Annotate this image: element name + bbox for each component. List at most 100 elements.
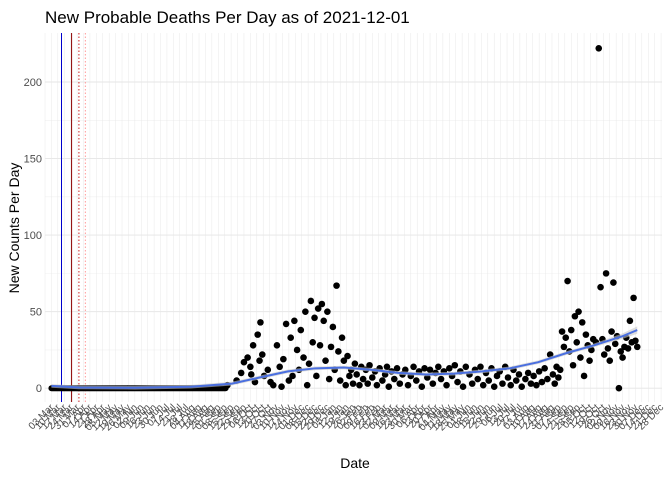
data-point [383,363,391,371]
data-point [393,365,401,372]
data-point [342,381,350,389]
data-point [385,383,393,390]
data-point [515,371,523,378]
data-point [314,305,322,312]
data-point [575,308,582,315]
data-point [633,343,641,351]
data-point [338,334,346,341]
data-point [446,365,453,372]
y-tick-label: 150 [24,154,42,166]
data-point [247,371,255,378]
data-point [499,380,506,387]
data-point [293,346,301,354]
data-point [443,381,450,389]
data-point [544,375,551,383]
data-point [311,314,318,322]
data-point [285,377,293,384]
data-point [454,378,461,386]
plot-grid [44,33,662,402]
data-point [541,365,548,372]
data-point [608,328,615,335]
data-point [418,383,426,390]
data-point [615,384,623,392]
data-point [305,360,313,368]
data-point [535,368,543,375]
data-point [257,319,264,326]
data-point [551,380,559,387]
data-point [577,354,584,361]
data-point [567,326,575,334]
data-point [632,337,639,345]
data-point [477,363,484,371]
data-point [324,308,331,315]
data-point [507,381,515,389]
data-point [451,361,459,369]
data-point [278,383,285,390]
data-point [617,348,625,355]
data-point [289,372,296,380]
data-point [555,374,562,381]
data-point [318,300,326,308]
chart-title: New Probable Deaths Per Day as of 2021-1… [45,8,410,27]
data-point [595,45,603,52]
data-point [327,343,335,351]
data-point [249,342,257,349]
data-point [379,377,386,384]
data-point [624,345,632,352]
x-axis-title: Date [340,455,370,471]
data-point [247,363,254,371]
data-point [353,371,361,378]
data-point [597,283,604,291]
data-point [560,343,568,351]
data-point [600,351,608,358]
data-point [396,380,404,387]
data-point [619,354,626,361]
data-point [490,383,498,390]
data-point [322,357,329,364]
data-point [344,352,351,360]
data-point [437,375,445,383]
data-point [303,381,311,389]
data-point [562,334,570,341]
data-point [512,377,520,384]
data-point [569,361,577,369]
data-point [313,372,320,380]
data-point [325,375,333,383]
data-point [626,317,634,325]
data-point [410,363,417,371]
data-point [300,354,307,361]
data-point [280,355,287,363]
data-point [240,358,248,366]
data-point [254,331,261,338]
data-point [462,363,470,371]
data-point [329,323,337,331]
data-point [518,383,526,390]
y-tick-label: 100 [24,230,42,242]
data-point [244,354,251,361]
data-point [571,312,579,320]
data-point [435,363,442,371]
data-point [558,328,566,335]
data-point [287,334,294,341]
data-point [538,378,546,386]
data-point [307,297,315,305]
data-point [504,374,512,381]
data-point [429,380,437,387]
data-point [269,381,277,389]
data-point [580,372,588,380]
data-point [336,377,344,384]
data-point [364,380,372,387]
data-point [297,326,305,334]
data-point [291,317,298,325]
data-point [530,372,537,380]
data-point [413,377,420,384]
data-point [333,282,340,289]
data-point [320,317,328,325]
data-point [302,308,309,315]
data-point [604,345,612,352]
data-point [309,338,317,346]
data-point [340,357,348,364]
data-point [421,365,428,372]
